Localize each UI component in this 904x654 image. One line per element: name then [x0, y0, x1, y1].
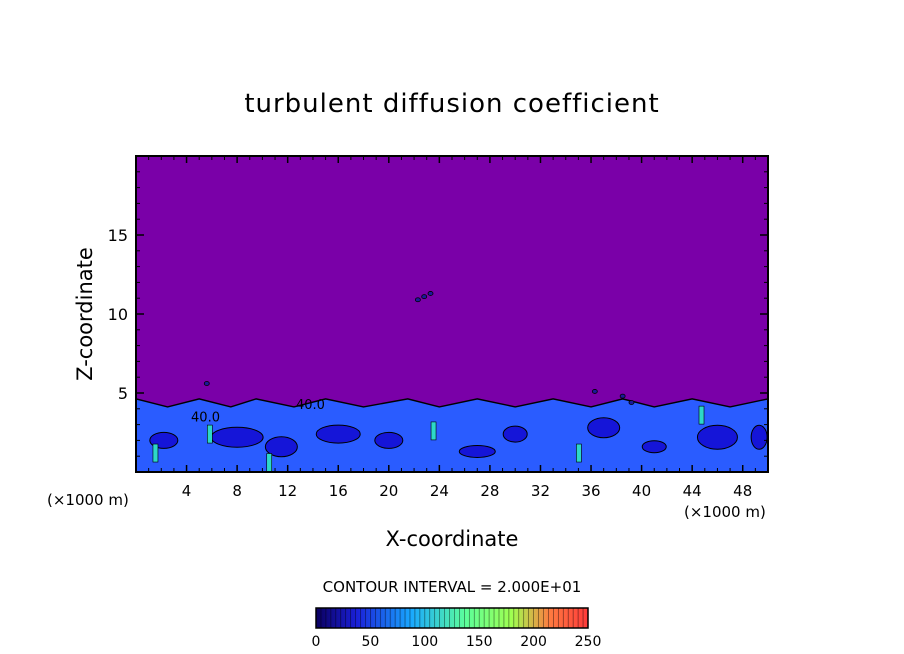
colorbar-ticks: 0 50 100 150 200 250: [312, 634, 602, 650]
contour-blob: [591, 389, 598, 394]
high-diffusion-streak: [266, 453, 273, 472]
eddy-core: [374, 431, 404, 449]
eddy-core: [458, 444, 496, 458]
x-tick-label: 44: [683, 482, 702, 500]
boundary-layer: [136, 398, 768, 472]
x-tick-label: 32: [531, 482, 550, 500]
y-tick-label: 10: [108, 305, 128, 324]
colorbar-tick-label: 100: [411, 634, 438, 650]
eddy-core: [750, 424, 768, 450]
x-tick-label: 36: [581, 482, 600, 500]
x-unit-right: (×1000 m): [684, 503, 766, 521]
x-tick-label: 16: [329, 482, 348, 500]
eddy-core: [264, 436, 298, 458]
colorbar-gradient: [316, 608, 588, 628]
contour-blob: [414, 297, 421, 303]
x-tick-label: 20: [379, 482, 398, 500]
high-diffusion-streak: [576, 443, 582, 463]
y-tick-label: 15: [108, 226, 128, 245]
x-unit-left: (×1000 m): [47, 491, 129, 509]
colorbar-tick-label: 150: [466, 634, 493, 650]
colorbar-tick-label: 0: [312, 634, 321, 650]
contour-blob: [619, 393, 626, 399]
colorbar-stripes: [320, 608, 584, 628]
high-diffusion-streak: [207, 424, 213, 444]
colorbar: 0 50 100 150 200 250: [312, 607, 602, 650]
x-tick-label: 24: [430, 482, 449, 500]
eddy-core: [210, 426, 264, 448]
x-tick-label: 48: [733, 482, 752, 500]
eddy-core: [315, 424, 361, 444]
y-axis-label: Z-coordinate: [73, 247, 97, 381]
turbulence-field: [136, 291, 768, 472]
x-tick-label: 28: [480, 482, 499, 500]
chart-title: turbulent diffusion coefficient: [244, 89, 659, 119]
eddy-core: [641, 440, 667, 454]
contour-label: 40.0: [191, 410, 220, 425]
contour-interval-label: CONTOUR INTERVAL = 2.000E+01: [323, 578, 582, 596]
x-tick-label: 40: [632, 482, 651, 500]
contour-blob: [628, 400, 635, 405]
y-tick-label: 5: [118, 384, 128, 403]
colorbar-tick-label: 200: [520, 634, 547, 650]
contour-blob: [421, 294, 428, 300]
colorbar-tick-label: 50: [361, 634, 379, 650]
high-diffusion-streak: [430, 421, 437, 441]
contour-blob: [203, 381, 210, 386]
contour-blob: [427, 291, 434, 296]
high-diffusion-streak: [698, 405, 705, 425]
eddy-core: [502, 425, 528, 443]
eddy-core: [696, 424, 738, 450]
contour-labels: 40.0 40.0: [191, 398, 325, 426]
eddy-core: [587, 417, 621, 439]
x-tick-label: 12: [278, 482, 297, 500]
high-diffusion-streak: [152, 443, 159, 463]
x-axis-label: X-coordinate: [386, 527, 519, 551]
contour-label: 40.0: [296, 398, 325, 413]
x-tick-label: 4: [182, 482, 192, 500]
colorbar-tick-label: 250: [575, 634, 602, 650]
x-tick-label: 8: [232, 482, 242, 500]
colorbar-frame: [315, 607, 589, 629]
